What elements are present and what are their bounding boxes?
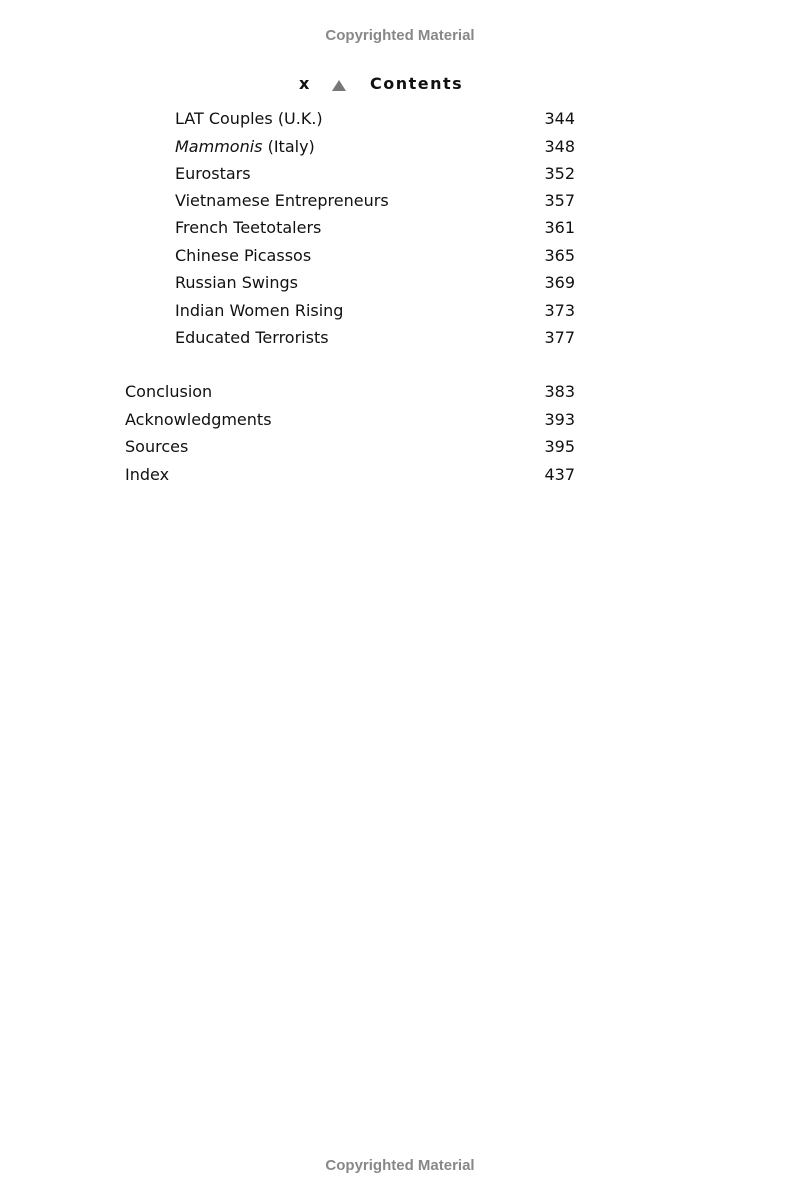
toc-entry: Vietnamese Entrepreneurs 357 bbox=[175, 189, 575, 213]
toc-label: Russian Swings bbox=[175, 273, 299, 292]
toc-entry: Indian Women Rising 373 bbox=[175, 299, 575, 323]
toc-label: Chinese Picassos bbox=[175, 246, 312, 265]
toc-entry: Index 437 bbox=[125, 463, 575, 487]
toc-entry: Mammonis (Italy) 348 bbox=[175, 135, 575, 159]
toc-page: 365 bbox=[544, 246, 575, 265]
toc-page: 344 bbox=[544, 109, 575, 128]
toc-page: 357 bbox=[544, 191, 575, 210]
toc-page: 437 bbox=[544, 465, 575, 484]
toc-label: Sources bbox=[125, 437, 189, 456]
page-number: x bbox=[299, 74, 310, 93]
toc-entry: Russian Swings 369 bbox=[175, 271, 575, 295]
toc-page: 395 bbox=[544, 437, 575, 456]
toc-page: 369 bbox=[544, 273, 575, 292]
toc-label: Vietnamese Entrepreneurs bbox=[175, 191, 389, 210]
toc-label: Educated Terrorists bbox=[175, 328, 329, 347]
toc-entry: Sources 395 bbox=[125, 435, 575, 459]
toc-entry: LAT Couples (U.K.) 344 bbox=[175, 107, 575, 131]
toc-label: Eurostars bbox=[175, 164, 251, 183]
triangle-icon bbox=[332, 80, 346, 91]
toc-entry: Acknowledgments 393 bbox=[125, 408, 575, 432]
running-header: x Contents bbox=[0, 74, 800, 96]
toc-label: French Teetotalers bbox=[175, 218, 322, 237]
toc-label: Conclusion bbox=[125, 382, 213, 401]
toc-entry: Chinese Picassos 365 bbox=[175, 244, 575, 268]
toc-page: 383 bbox=[544, 382, 575, 401]
header-title: Contents bbox=[370, 74, 464, 93]
toc-page: 393 bbox=[544, 410, 575, 429]
toc-page: 373 bbox=[544, 301, 575, 320]
toc-entry: Educated Terrorists 377 bbox=[175, 326, 575, 350]
toc-entry: Eurostars 352 bbox=[175, 162, 575, 186]
toc-label: Mammonis (Italy) bbox=[175, 135, 315, 159]
toc-entry: French Teetotalers 361 bbox=[175, 216, 575, 240]
toc-page: 361 bbox=[544, 218, 575, 237]
toc-label: LAT Couples (U.K.) bbox=[175, 109, 323, 128]
toc-label-italic: Mammonis bbox=[175, 137, 263, 156]
toc-page: 352 bbox=[544, 164, 575, 183]
toc-page: 348 bbox=[544, 137, 575, 156]
toc-label: Index bbox=[125, 465, 170, 484]
toc-label: Indian Women Rising bbox=[175, 301, 344, 320]
toc-page: 377 bbox=[544, 328, 575, 347]
toc-entry: Conclusion 383 bbox=[125, 380, 575, 404]
toc-label-rest: (Italy) bbox=[262, 137, 315, 156]
toc-label: Acknowledgments bbox=[125, 410, 272, 429]
watermark-bottom: Copyrighted Material bbox=[325, 1157, 475, 1174]
watermark-top: Copyrighted Material bbox=[325, 27, 475, 44]
